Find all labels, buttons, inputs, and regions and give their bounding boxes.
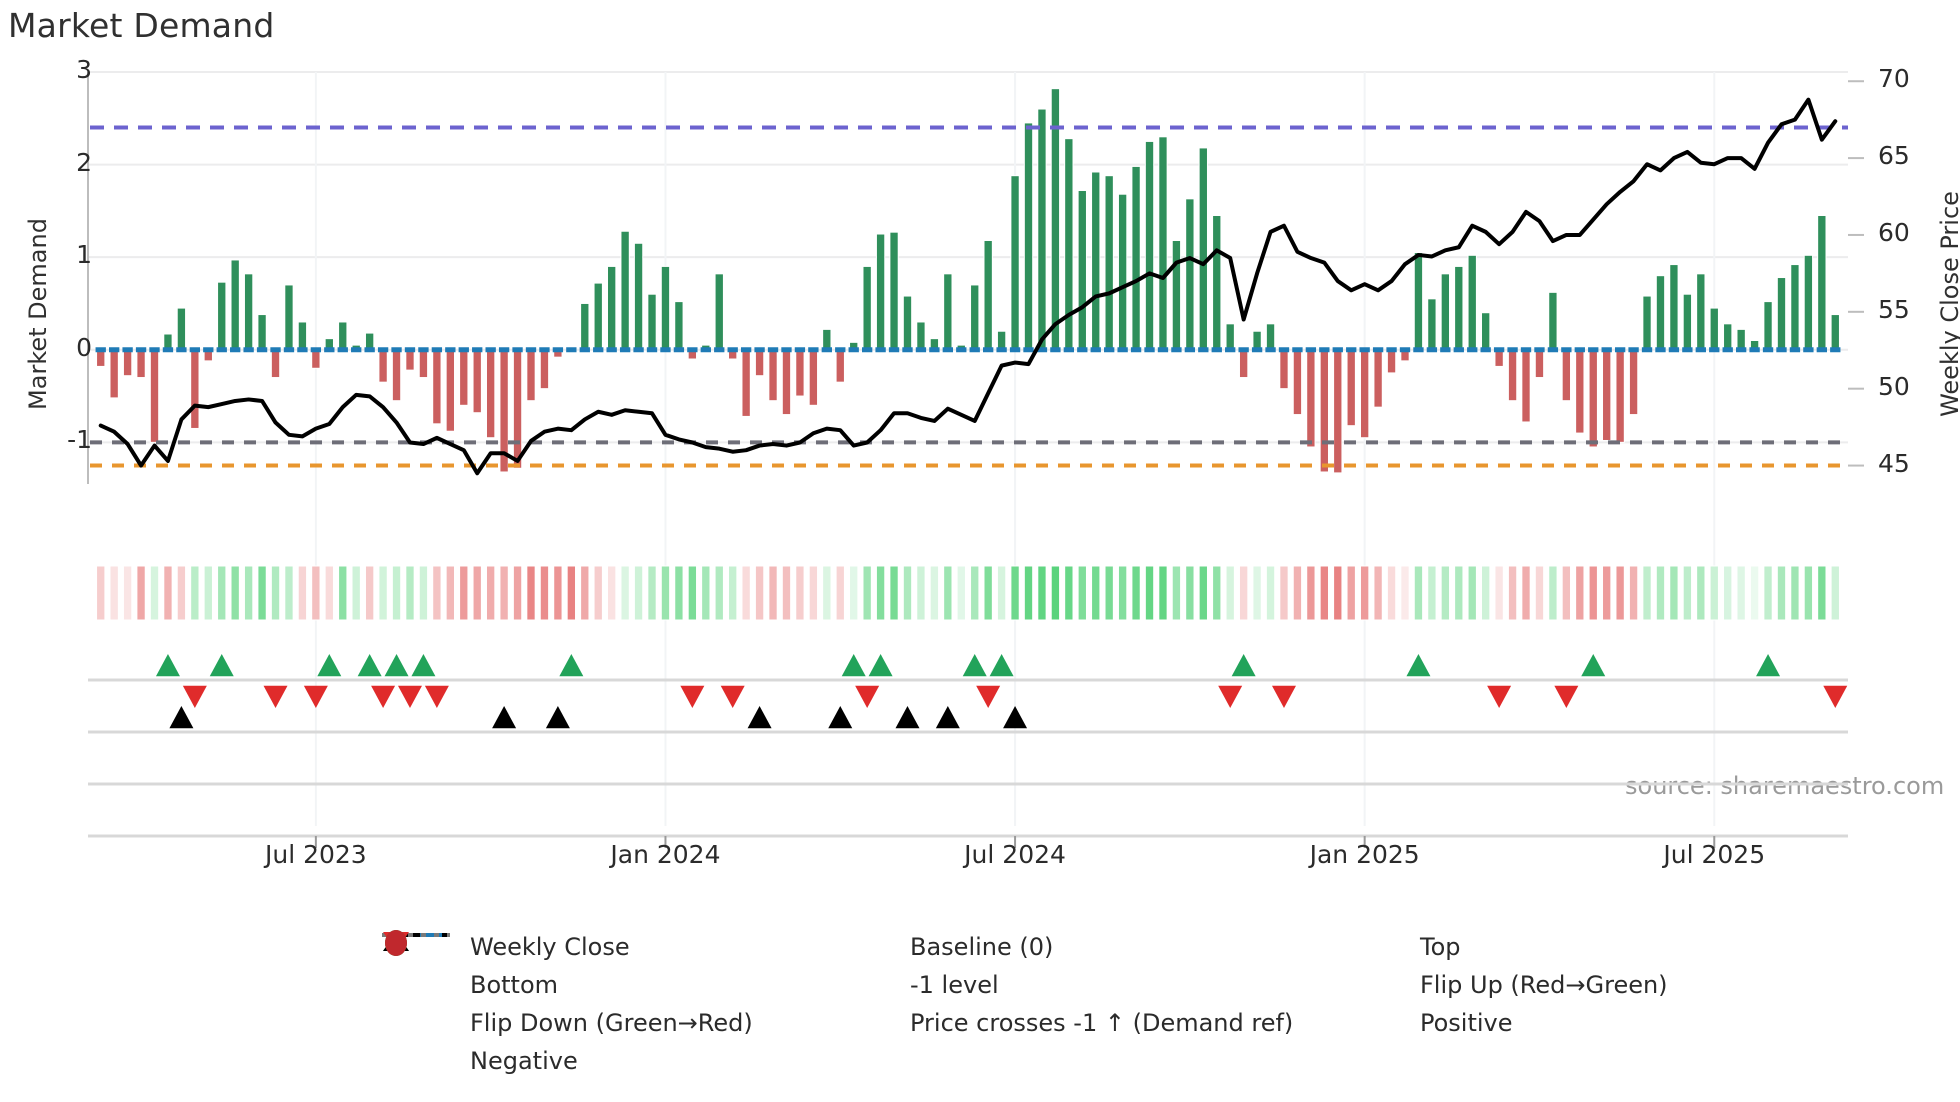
legend-label: Positive [1420,1009,1513,1037]
legend-label: Top [1420,933,1461,961]
legend-item-top[interactable]: Top [382,928,1770,966]
legend-item-minus-one-level[interactable]: -1 level [382,933,1330,1004]
legend-label: Price crosses -1 ↑ (Demand ref) [910,1009,1294,1037]
x-axis-tick: Jul 2025 [1663,840,1766,869]
y-axis-left-tick: 0 [76,332,92,362]
y-axis-left-tick: 3 [76,55,92,84]
legend-label: Weekly Close [470,933,630,961]
chart-legend: Weekly Close Baseline (0) Top Bottom -1 … [380,928,1780,1080]
source-attribution: source: sharemaestro.com [1625,772,1945,800]
legend-item-price-cross[interactable]: Price crosses -1 ↑ (Demand ref) [383,932,1330,1042]
y-axis-right-tick: 45 [1878,448,1910,478]
y-axis-left-tick: -1 [67,425,92,455]
y-axis-right-tick: 50 [1878,371,1910,401]
y-axis-right-tick: 65 [1878,141,1910,171]
legend-label: Bottom [470,971,559,999]
x-axis-tick: Jan 2024 [610,840,721,869]
legend-item-bottom[interactable]: Bottom [380,933,820,1004]
page-title: Market Demand [8,6,275,45]
legend-label: Flip Up (Red→Green) [1420,971,1668,999]
legend-label: -1 level [910,971,999,999]
x-axis-tick: Jul 2023 [264,840,367,869]
x-axis-tick: Jul 2024 [964,840,1066,869]
legend-item-negative[interactable]: Negative [380,930,820,1080]
legend-label: Baseline (0) [910,933,1054,961]
y-axis-right-tick: 60 [1878,217,1910,247]
y-axis-left-tick: 2 [76,147,92,177]
legend-item-positive[interactable]: Positive [385,930,1770,1042]
legend-label: Negative [470,1047,578,1075]
y-axis-right-tick: 70 [1878,64,1910,94]
legend-label: Flip Down (Green→Red) [470,1009,753,1037]
y-axis-right-tick: 55 [1878,294,1910,324]
y-axis-left-tick: 1 [76,240,92,270]
x-axis-tick: Jan 2025 [1309,840,1420,869]
legend-item-weekly-close[interactable]: Weekly Close [380,928,820,966]
legend-item-baseline[interactable]: Baseline (0) [382,928,1330,966]
legend-item-flip-up[interactable]: Flip Up (Red→Green) [383,932,1770,1004]
legend-item-flip-down[interactable]: Flip Down (Green→Red) [380,932,820,1042]
